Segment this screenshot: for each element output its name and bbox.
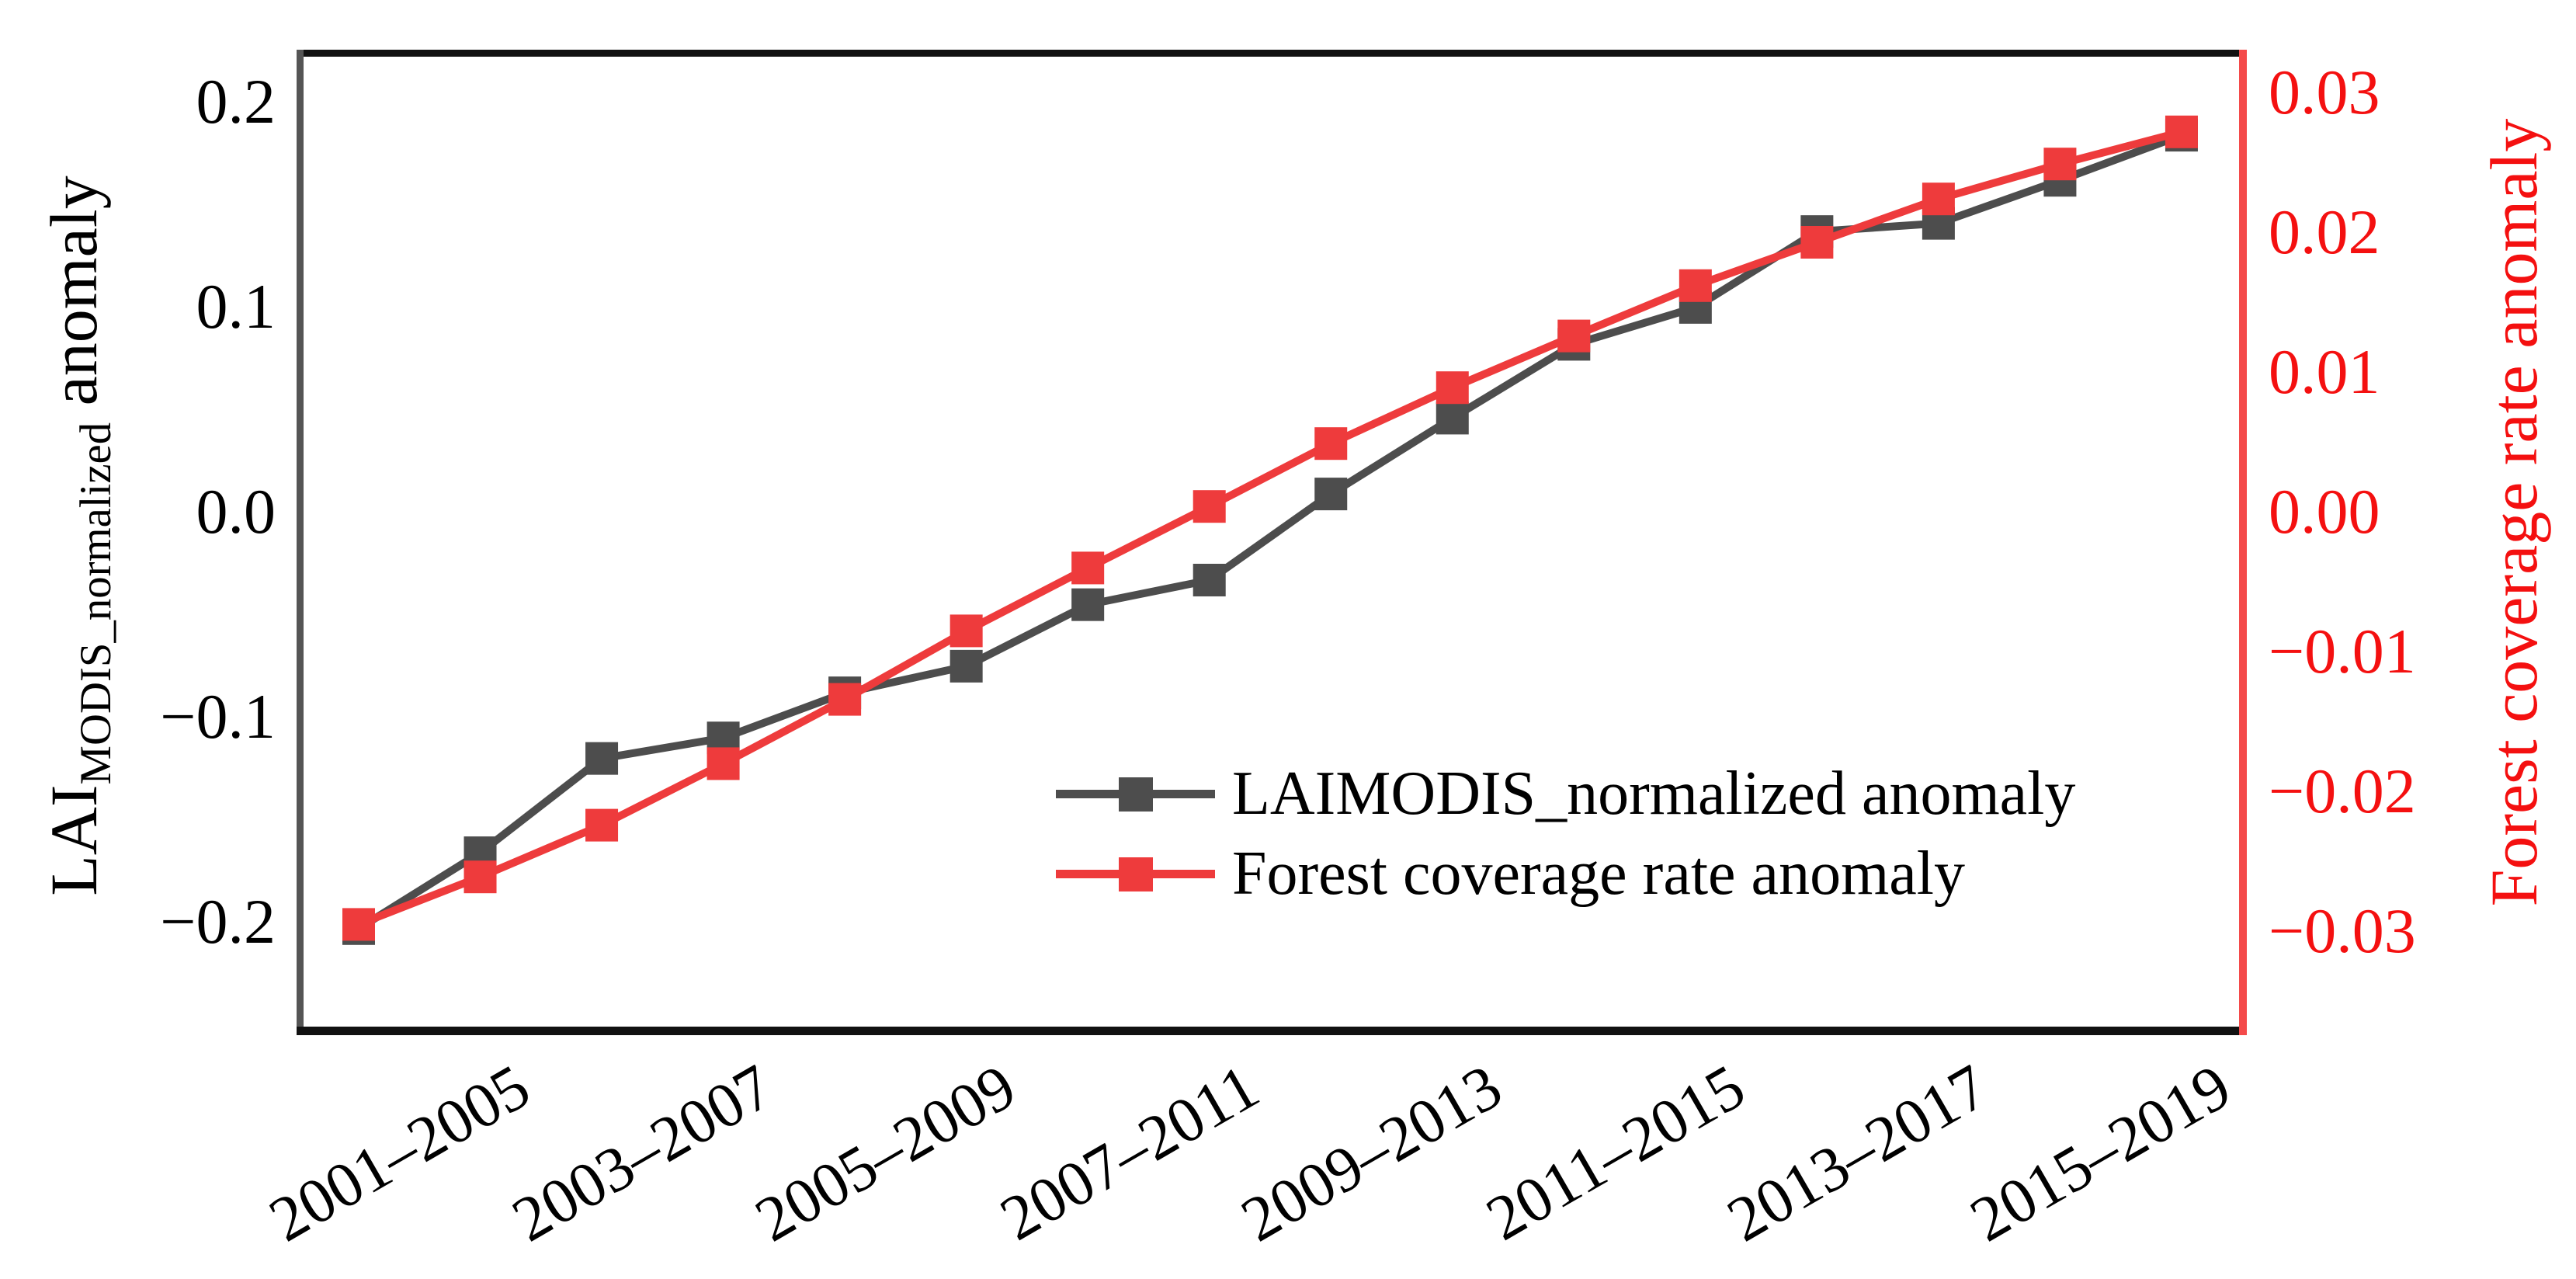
series-layer <box>342 115 2198 945</box>
series-0-marker-9 <box>1436 401 1469 435</box>
y-left-label-prefix: LAI <box>36 784 111 896</box>
y-right-tick-0.02: 0.02 <box>2269 196 2380 268</box>
series-1-marker-3 <box>706 747 740 780</box>
legend-marker-lai <box>1119 777 1153 812</box>
y-right-tick-0.01: 0.01 <box>2269 336 2380 408</box>
series-1-marker-15 <box>2165 115 2198 148</box>
series-line-1 <box>357 127 2183 929</box>
y-axis-left-label: LAIMODIS_normalized anomaly <box>35 176 120 896</box>
series-0-marker-7 <box>1193 563 1226 596</box>
series-1-marker-2 <box>585 808 619 842</box>
series-1-marker-8 <box>1314 427 1348 461</box>
series-line-0 <box>356 131 2183 933</box>
y-left-tick-0.1: 0.1 <box>196 270 276 342</box>
legend-item-forest: Forest coverage rate anomaly <box>1056 831 1965 916</box>
y-right-tick-−0.03: −0.03 <box>2269 895 2416 967</box>
y-right-tick-−0.01: −0.01 <box>2269 616 2416 687</box>
y-right-tick-0.03: 0.03 <box>2269 57 2380 128</box>
series-1-marker-11 <box>1679 269 1712 302</box>
legend-label-forest: Forest coverage rate anomaly <box>1232 839 1966 908</box>
legend-item-lai: LAIMODIS_normalized anomaly <box>1056 751 2075 836</box>
y-left-tick-0.2: 0.2 <box>196 65 276 137</box>
series-1-marker-0 <box>342 908 375 941</box>
y-axis-right-label: Forest coverage rate anomaly <box>2477 118 2551 907</box>
y-left-label-suffix: anomaly <box>36 176 111 422</box>
series-1-marker-9 <box>1436 371 1469 405</box>
series-1-marker-12 <box>1800 226 1834 259</box>
y-right-tick-−0.02: −0.02 <box>2269 756 2416 827</box>
series-1-marker-4 <box>828 683 862 716</box>
y-left-tick-−0.1: −0.1 <box>160 680 276 752</box>
spine-bottom <box>297 1027 2247 1035</box>
series-1-marker-13 <box>1922 182 1955 216</box>
y-right-tick-0.00: 0.00 <box>2269 476 2380 547</box>
series-1-marker-7 <box>1193 490 1226 523</box>
series-1-marker-6 <box>1071 551 1105 585</box>
series-0-marker-5 <box>950 649 983 683</box>
spine-left <box>297 50 304 1035</box>
spine-top <box>297 50 2247 57</box>
plot-spines <box>297 50 2247 1035</box>
series-1-marker-10 <box>1557 319 1591 353</box>
series-1-marker-5 <box>950 614 983 648</box>
y-left-tick-0.0: 0.0 <box>196 475 276 547</box>
series-1-marker-1 <box>463 860 497 894</box>
legend-swatch-lai <box>1056 777 1215 812</box>
series-0-marker-8 <box>1314 478 1348 511</box>
series-0-marker-2 <box>585 742 619 775</box>
legend-marker-forest <box>1119 857 1153 891</box>
spine-right <box>2239 50 2247 1035</box>
legend-swatch-forest <box>1056 857 1215 891</box>
legend-label-lai: LAIMODIS_normalized anomaly <box>1232 759 2076 828</box>
y-left-label-subscript: MODIS_normalized <box>71 422 121 785</box>
series-1-marker-14 <box>2043 148 2077 181</box>
series-0-marker-6 <box>1071 588 1105 621</box>
y-left-tick-−0.2: −0.2 <box>160 885 276 957</box>
